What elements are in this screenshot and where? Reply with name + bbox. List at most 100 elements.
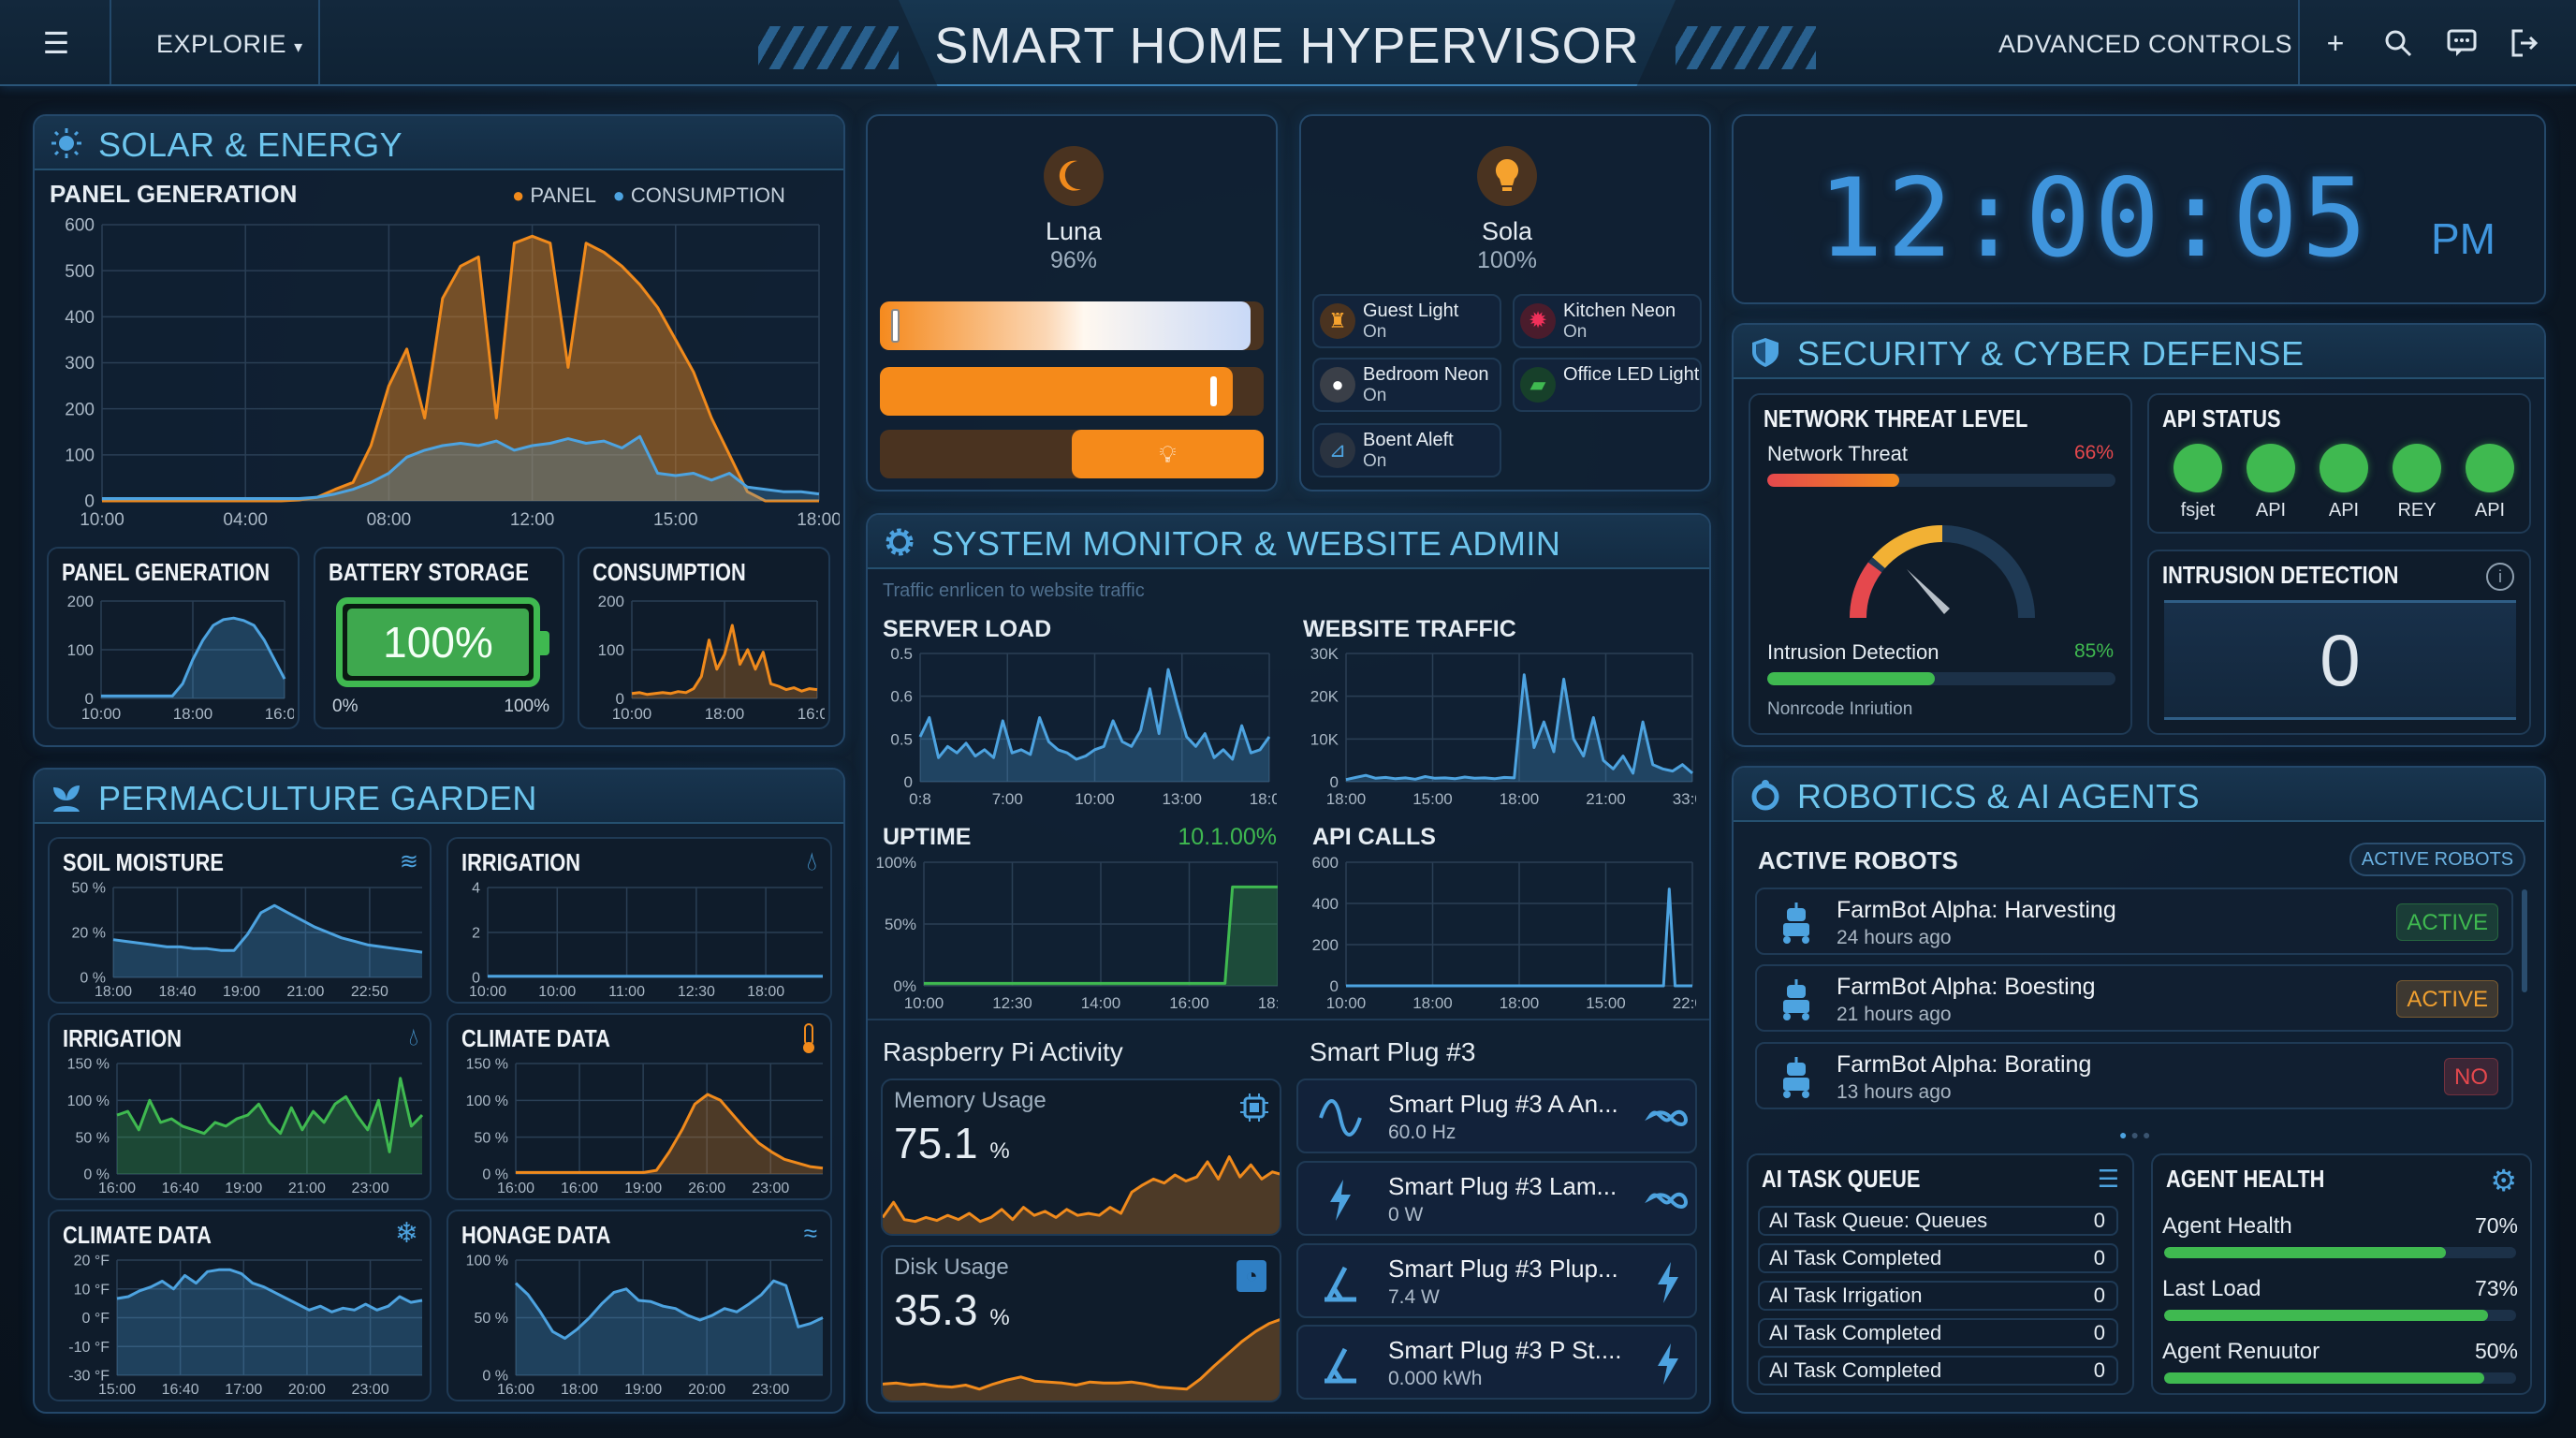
info-icon[interactable]: i: [2486, 563, 2514, 591]
x-tick-label: 22:00: [1673, 994, 1696, 1012]
irrigation-chart: 0 2 4 10:00 10:00 11:00 12:30 18:00: [469, 882, 823, 1000]
y-tick-label: 200: [598, 594, 624, 610]
robot-list-item[interactable]: FarmBot Alpha: Boesting 21 hours ago ACT…: [1755, 964, 2513, 1032]
battery-max-label: 100%: [504, 697, 549, 716]
smart-plug-item[interactable]: Smart Plug #3 Plup... 7.4 W: [1296, 1243, 1697, 1318]
y-tick-label: 4: [472, 882, 480, 897]
search-icon[interactable]: [2381, 26, 2415, 60]
series-line-data: [924, 885, 1278, 985]
x-tick-label: 33:00: [1673, 790, 1696, 808]
x-tick-label: 19:00: [624, 1181, 662, 1196]
robot-icon: [1783, 979, 1809, 1020]
infinity-icon[interactable]: [1645, 1178, 1691, 1223]
x-tick-label: 15:00: [1412, 790, 1453, 808]
server-load-chart: 0 0.5 0.6 0.5 0:8 7:00 10:00 13:00 18:00: [890, 646, 1277, 808]
x-tick-label: 23:00: [352, 1382, 389, 1398]
lightning-icon[interactable]: [1645, 1260, 1691, 1305]
lightning-icon[interactable]: [1645, 1342, 1691, 1387]
y-tick-label: 0 °F: [81, 1311, 110, 1327]
robot-list-item[interactable]: FarmBot Alpha: Harvesting 24 hours ago A…: [1755, 888, 2513, 955]
device-tile-guest-light[interactable]: ♜ Guest Light On: [1312, 294, 1501, 348]
y-tick-label: 0: [472, 971, 480, 987]
y-tick-label: 0: [1330, 977, 1339, 995]
x-tick-label: 16:00: [265, 705, 294, 723]
task-queue-row[interactable]: AI Task Queue: Queues 0: [1758, 1206, 2118, 1236]
x-tick-label: 18:00: [797, 510, 840, 530]
slider-handle[interactable]: [1210, 376, 1218, 406]
memory-value: 75.1 %: [894, 1118, 1010, 1168]
x-tick-label: 16:00: [561, 1181, 598, 1196]
slider-handle[interactable]: [890, 309, 900, 343]
infinity-icon[interactable]: [1645, 1095, 1691, 1140]
y-tick-label: 10K: [1310, 730, 1339, 748]
x-tick-label: 18:00: [1250, 790, 1277, 808]
power-toggle[interactable]: 💡︎: [880, 430, 1264, 478]
color-temperature-slider[interactable]: [880, 301, 1264, 350]
disk-label: Disk Usage: [894, 1255, 1009, 1280]
x-tick-label: 16:00: [98, 1181, 136, 1196]
series-line-data: [116, 1077, 424, 1153]
series-area: [632, 625, 817, 698]
network-threat-label: Network Threat: [1767, 442, 1908, 465]
task-queue-row[interactable]: AI Task Completed 0: [1758, 1356, 2118, 1386]
y-tick-label: 100 %: [466, 1255, 508, 1269]
active-robots-title: ACTIVE ROBOTS: [1758, 846, 1958, 874]
device-tile-boent-aleft[interactable]: ⊿ Boent Aleft On: [1312, 423, 1501, 477]
y-tick-label: -30 °F: [68, 1369, 110, 1385]
section-title: PERMACULTURE GARDEN: [98, 779, 537, 817]
smart-plug-item[interactable]: Smart Plug #3 A An... 60.0 Hz: [1296, 1078, 1697, 1153]
task-queue-row[interactable]: AI Task Irrigation 0: [1758, 1281, 2118, 1311]
advanced-controls-button[interactable]: ADVANCED CONTROLS: [1998, 30, 2293, 58]
intrusion-value: 85%: [2073, 640, 2114, 662]
status-badge: ACTIVE: [2396, 980, 2498, 1018]
y-tick-label: 100%: [876, 855, 916, 872]
bar-fill: [2164, 1310, 2488, 1321]
chat-icon[interactable]: [2445, 26, 2479, 60]
task-count: 0: [2093, 1246, 2105, 1269]
brightness-fill: [880, 367, 1234, 416]
gear-icon[interactable]: ⚙: [2490, 1164, 2517, 1197]
pagination-dots[interactable]: ●●●: [2119, 1127, 2154, 1142]
y-tick-label: 0.5: [890, 646, 913, 663]
y-tick-label: 100: [67, 641, 94, 659]
brightness-slider[interactable]: [880, 367, 1264, 416]
x-tick-label: 18:00: [1326, 790, 1367, 808]
api-calls-chart: 0 200 400 600 10:00 18:00 18:00 15:00 22:00: [1312, 855, 1696, 1012]
smart-plug-item[interactable]: Smart Plug #3 Lam... 0 W: [1296, 1161, 1697, 1236]
explore-menu[interactable]: EXPLORIE ▾: [156, 30, 303, 59]
logout-icon[interactable]: [2508, 26, 2541, 60]
active-robots-button[interactable]: ACTIVE ROBOTS: [2349, 843, 2525, 876]
page-dot[interactable]: ●: [2119, 1127, 2131, 1142]
light-value: 100%: [1477, 247, 1537, 273]
device-tile-bedroom-neon[interactable]: ● Bedroom Neon On: [1312, 358, 1501, 412]
list-order-icon[interactable]: ☰: [2097, 1165, 2119, 1193]
x-tick-label: 18:00: [173, 705, 213, 723]
x-tick-label: 10:00: [1326, 994, 1367, 1012]
gauge-red-segment: [1850, 562, 1882, 619]
water-drop-icon: 💧︎: [806, 846, 817, 875]
device-tile-office-led[interactable]: ▰ Office LED Light: [1513, 358, 1702, 412]
menu-icon[interactable]: ☰: [42, 26, 70, 60]
honage-data-card: HONAGE DATA ≈0 % 50 % 100 % 16:00 18:00 19:00 2…: [446, 1210, 832, 1401]
plus-icon[interactable]: +: [2326, 26, 2345, 60]
x-tick-label: 11:00: [608, 984, 645, 1000]
soil-moisture-chart: 0 % 20 % 50 % 18:00 18:40 19:00 21:00 22:50: [72, 882, 423, 1000]
solar-energy-panel: SOLAR & ENERGY PANEL GENERATION ● PANEL …: [33, 114, 845, 747]
smart-plug-item[interactable]: Smart Plug #3 P St.... 0.000 kWh: [1296, 1325, 1697, 1400]
legend-label-panel: PANEL: [530, 183, 596, 207]
chart-title: SERVER LOAD: [883, 616, 1052, 642]
section-subtitle: Traffic enrlicen to website traffic: [883, 580, 1145, 601]
scrollbar[interactable]: [2522, 889, 2527, 992]
health-label: Agent Renuutor: [2162, 1339, 2320, 1364]
task-queue-row[interactable]: AI Task Completed 0: [1758, 1243, 2118, 1273]
task-queue-row[interactable]: AI Task Completed 0: [1758, 1318, 2118, 1348]
robot-time: 13 hours ago: [1837, 1081, 1952, 1103]
page-dot[interactable]: ●: [2130, 1127, 2143, 1142]
memory-unit: %: [989, 1138, 1010, 1164]
gauge-yellow-segment: [1872, 525, 1943, 569]
robot-list-item[interactable]: FarmBot Alpha: Borating 13 hours ago NO: [1755, 1042, 2513, 1109]
x-tick-label: 23:00: [752, 1382, 789, 1398]
device-tile-kitchen-neon[interactable]: ✹ Kitchen Neon On: [1513, 294, 1702, 348]
series-area: [516, 1281, 823, 1375]
page-dot[interactable]: ●: [2142, 1127, 2155, 1142]
